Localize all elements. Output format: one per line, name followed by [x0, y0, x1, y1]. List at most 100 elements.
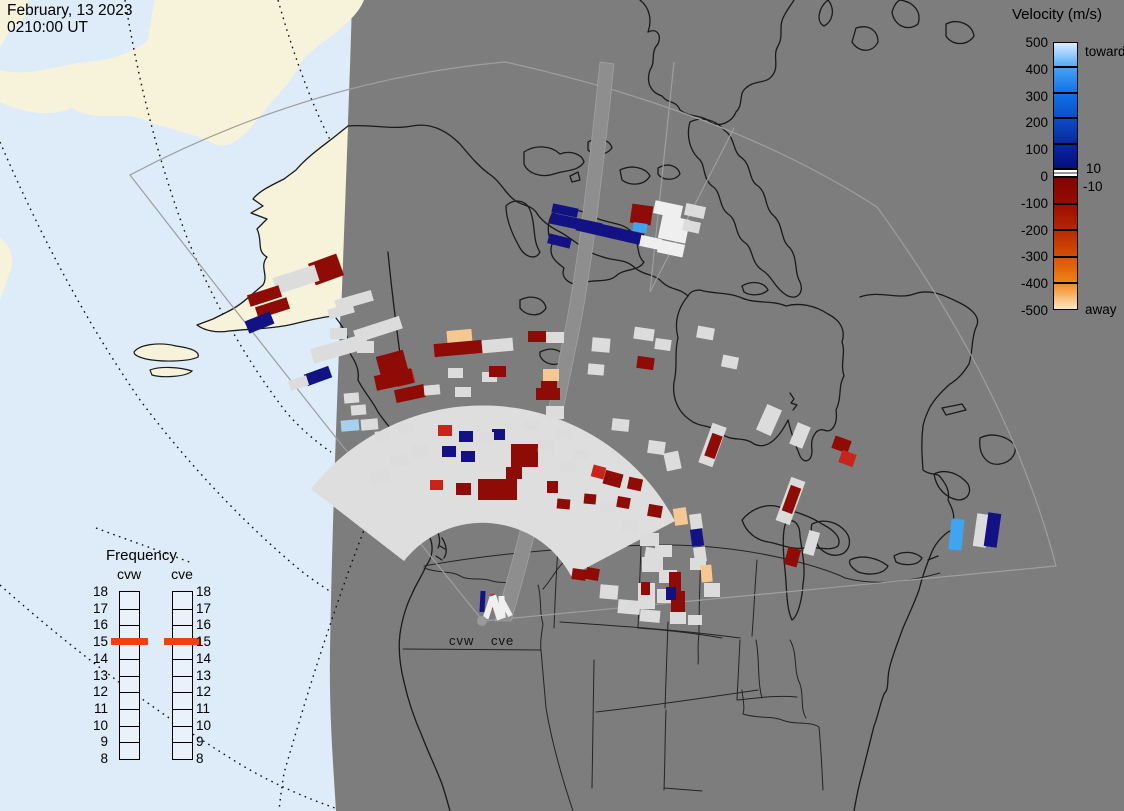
frequency-bar-tick [120, 675, 139, 677]
velocity-cell-dr [536, 388, 560, 400]
velocity-tick-label: 100 [1025, 142, 1048, 158]
velocity-tick-label: 300 [1025, 88, 1048, 104]
frequency-tick-label: 16 [196, 617, 212, 633]
frequency-tick-label: 13 [92, 667, 108, 683]
frequency-legend-title: Frequency [106, 547, 177, 564]
frequency-tick-label: 13 [196, 667, 212, 683]
frequency-bar-tick [120, 625, 139, 627]
velocity-cell-dr [636, 355, 655, 371]
colorbar-segment-away [1053, 230, 1078, 257]
velocity-tick-label: 400 [1025, 61, 1048, 77]
frequency-tick-label: 14 [196, 650, 212, 666]
velocity-cell-lb [340, 419, 360, 432]
velocity-cell-rd [438, 425, 452, 436]
map-radar-label-cve: cve [491, 633, 515, 648]
colorbar-segment-toward [1053, 67, 1078, 93]
velocity-tick-label: -200 [1020, 222, 1048, 238]
velocity-cell-nv [575, 218, 645, 246]
frequency-tick-label: 17 [196, 600, 212, 616]
velocity-cell-nv [244, 311, 275, 334]
frequency-column-label-cve: cve [171, 566, 193, 582]
frequency-bar-tick [120, 692, 139, 694]
frequency-bar-tick [173, 625, 192, 627]
frequency-tick-label: 16 [92, 617, 108, 633]
map-radar-label-cvw: cvw [449, 633, 475, 648]
velocity-tick-label: -300 [1020, 249, 1048, 265]
velocity-cell-gs [689, 513, 703, 530]
velocity-cell-dr [602, 469, 624, 489]
velocity-cell-nv [547, 233, 572, 249]
velocity-cell-gs [617, 599, 641, 615]
velocity-cell-dr [528, 331, 546, 342]
velocity-cell-rd [838, 449, 857, 468]
velocity-cell-gs [272, 264, 320, 295]
frequency-bar-tick [120, 658, 139, 660]
small-island [149, 366, 194, 378]
velocity-cell-wt [500, 599, 513, 618]
velocity-tick-label: -500 [1020, 303, 1048, 318]
velocity-cell-gs [591, 337, 611, 353]
velocity-cell-dr [254, 297, 291, 319]
frequency-tick-label: 12 [196, 684, 212, 700]
velocity-cell-gs [621, 518, 639, 534]
velocity-cell-pe [543, 369, 559, 381]
velocity-cell-gs [655, 545, 672, 557]
velocity-cell-gs [642, 557, 663, 572]
frequency-bar-tick [173, 708, 192, 710]
velocity-colorbar [1053, 42, 1078, 310]
velocity-cell-dr [669, 572, 681, 591]
velocity-cell-dr [647, 503, 663, 519]
velocity-cell-nv [666, 587, 676, 600]
frequency-bar-tick [120, 742, 139, 744]
velocity-cell-dr [571, 568, 587, 581]
frequency-tick-label: 8 [196, 751, 204, 766]
velocity-cell-dr [506, 467, 522, 479]
velocity-cell-gs [633, 326, 655, 342]
inner-pos-label: 10 [1086, 161, 1102, 176]
frequency-column-label-cvw: cvw [116, 566, 142, 582]
velocity-cell-gs [688, 615, 702, 625]
frequency-bar-tick [173, 675, 192, 677]
frequency-tick-label: 9 [196, 734, 204, 750]
velocity-cell-gs [802, 529, 821, 557]
velocity-cell-nv [551, 203, 579, 218]
velocity-cell-rd [430, 480, 443, 490]
velocity-cell-dr [456, 483, 471, 495]
velocity-cell-gs [640, 533, 659, 546]
velocity-cell-nv [689, 528, 705, 547]
velocity-cell-dr [781, 484, 802, 515]
velocity-tick-label: 0 [1040, 169, 1048, 184]
st-lawrence-island [133, 343, 199, 362]
velocity-cell-pe [672, 507, 689, 526]
velocity-cell-gs [663, 450, 682, 472]
frequency-bar-tick [120, 725, 139, 727]
velocity-cell-gs [388, 452, 410, 470]
frequency-bar-cvw [119, 591, 140, 760]
velocity-cell-nv [492, 429, 505, 440]
velocity-cell-nv [461, 451, 475, 462]
frequency-tick-label: 11 [93, 700, 108, 716]
velocity-cell-gs [287, 375, 310, 391]
colorbar-zero-band [1053, 169, 1078, 177]
velocity-cell-gs [654, 337, 672, 352]
velocity-tick-label: -100 [1020, 195, 1048, 211]
velocity-cell-gs [755, 403, 783, 437]
velocity-cell-gs [639, 609, 661, 623]
velocity-cell-pe [446, 328, 473, 346]
colorbar-segment-away [1053, 283, 1078, 310]
velocity-cell-gs [374, 430, 392, 442]
chukotka-land [0, 0, 364, 300]
velocity-cell-dr [629, 203, 654, 226]
frequency-tick-label: 17 [92, 600, 108, 616]
velocity-legend-title: Velocity (m/s) [1012, 6, 1103, 23]
velocity-cell-dr [489, 366, 506, 377]
velocity-cell-gs [523, 419, 539, 430]
velocity-cell-gs [330, 328, 347, 339]
colorbar-segment-toward [1053, 118, 1078, 144]
velocity-cell-wt [656, 239, 686, 258]
velocity-cell-gs [455, 387, 471, 397]
frequency-bar-tick [173, 692, 192, 694]
radar-site-marker [477, 616, 487, 626]
